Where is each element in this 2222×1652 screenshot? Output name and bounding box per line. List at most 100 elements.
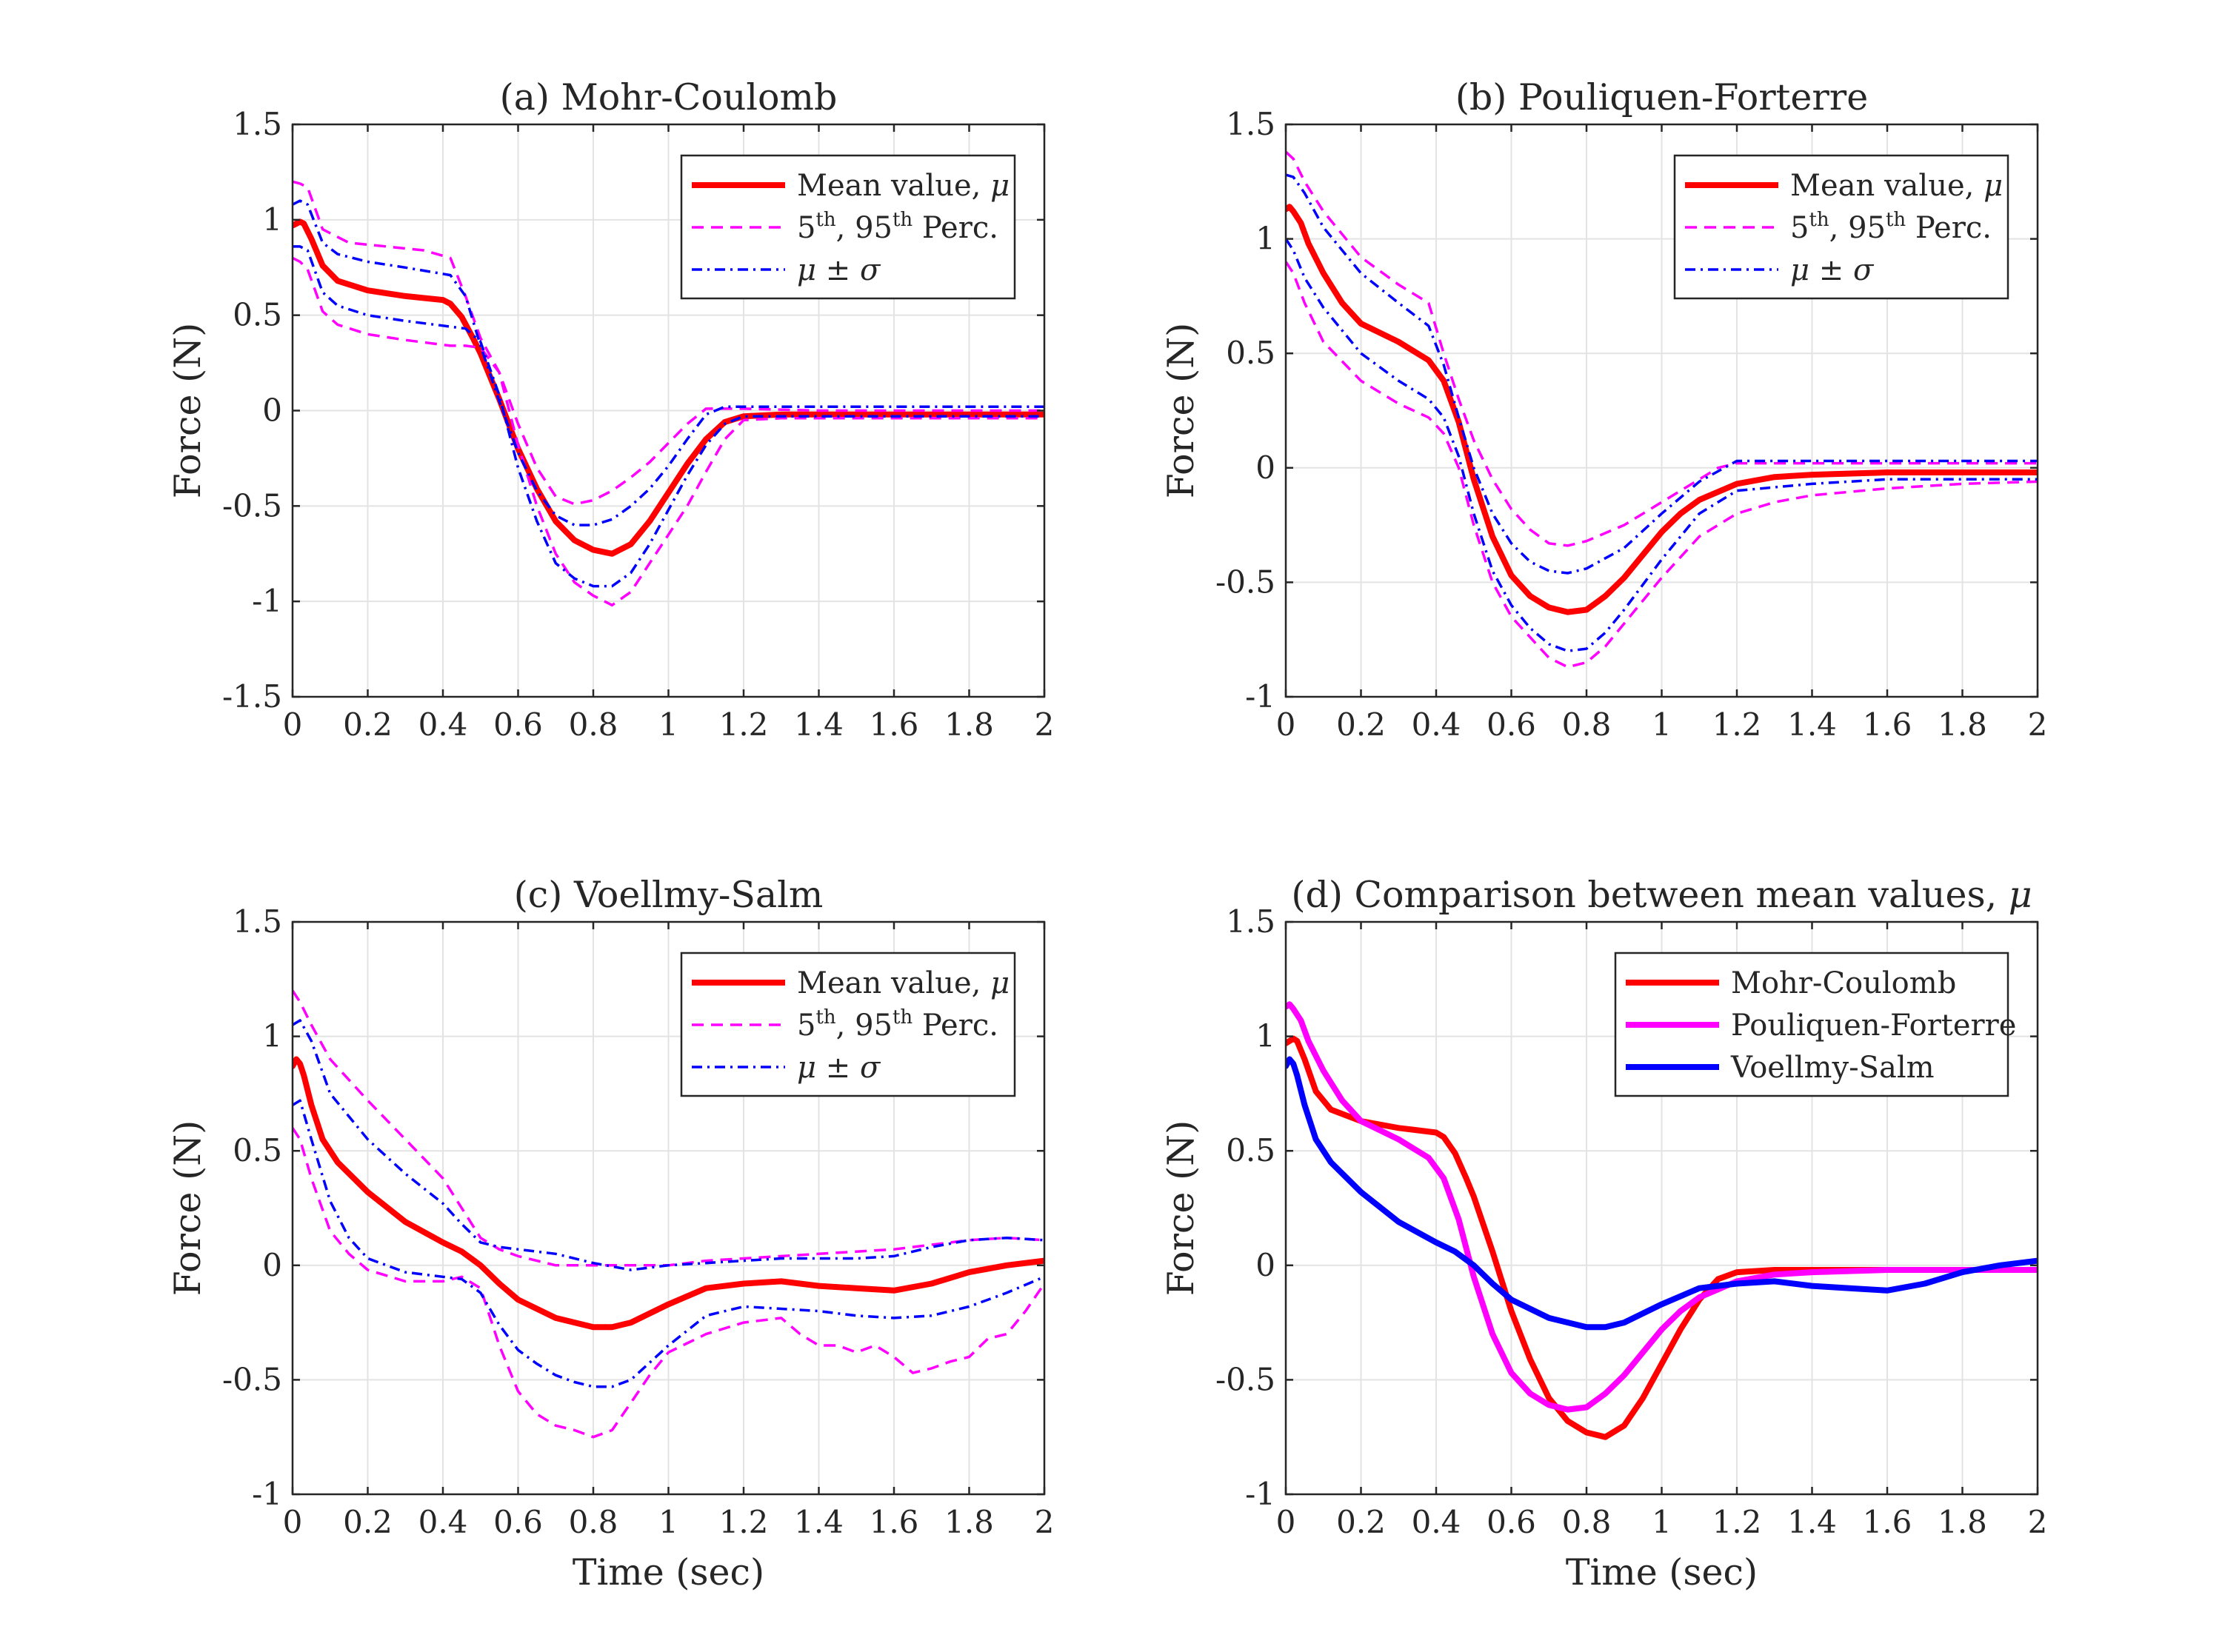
chart-title: (b) Pouliquen-Forterre — [1455, 76, 1868, 118]
series-line-3 — [1286, 261, 2038, 669]
x-tick-label: 1.4 — [794, 706, 844, 743]
x-tick-label: 1 — [658, 1504, 678, 1540]
x-tick-label: 1.2 — [1712, 706, 1762, 743]
y-axis-label: Force (N) — [167, 1120, 209, 1296]
series-line-2 — [1286, 150, 2038, 547]
y-tick-label: 1 — [1255, 1018, 1275, 1054]
x-tick-label: 0.6 — [493, 1504, 543, 1540]
legend-entry-1: Mean value, μ — [797, 966, 1010, 1000]
y-tick-label: -1 — [252, 583, 282, 619]
series-line-3 — [293, 256, 1044, 607]
series-line-4 — [293, 1019, 1044, 1271]
chart-panel-1: 0 0.2 0.4 0.6 0.8 1 1.2 1.4 1.6 1.8 2 -1.5 -1 -0.5 0 0.… — [167, 76, 1054, 743]
series-line-1 — [293, 1056, 1044, 1331]
y-tick-label: 1 — [1255, 221, 1275, 257]
x-tick-label: 2 — [2028, 1504, 2048, 1540]
series-line-1 — [293, 218, 1044, 557]
x-tick-label: 2 — [2028, 706, 2048, 743]
y-tick-label: -0.5 — [1215, 1361, 1275, 1397]
x-tick-label: 1.2 — [1712, 1504, 1762, 1540]
y-axis-label: Force (N) — [1160, 1120, 1202, 1296]
x-tick-label: 0 — [1276, 1504, 1296, 1540]
series-line-2 — [293, 989, 1044, 1267]
series-group — [1286, 1001, 2038, 1440]
x-tick-label: 0.8 — [1562, 1504, 1612, 1540]
x-tick-label: 0.2 — [1336, 706, 1386, 743]
legend-entry-1: Mean value, μ — [1790, 169, 2003, 203]
x-tick-label: 0.2 — [1336, 1504, 1386, 1540]
x-tick-label: 0.8 — [569, 1504, 618, 1540]
series-line-5 — [1286, 238, 2038, 652]
y-tick-label: 0 — [1255, 1247, 1275, 1283]
series-line-3 — [293, 1127, 1044, 1439]
y-tick-label: -0.5 — [222, 1361, 282, 1397]
x-tick-label: 2 — [1035, 706, 1055, 743]
legend: Mean value, μ 5th, 95th Perc. μ ± σ — [680, 154, 1016, 300]
x-tick-label: 1.6 — [1863, 1504, 1912, 1540]
y-tick-label: 0.5 — [233, 1132, 282, 1168]
series-line-3 — [1286, 1056, 2038, 1331]
y-tick-label: -1 — [1245, 1476, 1275, 1512]
y-tick-label: 0 — [1255, 449, 1275, 486]
y-tick-label: -1 — [252, 1476, 282, 1512]
x-tick-label: 0.8 — [569, 706, 618, 743]
x-tick-label: 1 — [1652, 706, 1672, 743]
chart-panel-3: 0 0.2 0.4 0.6 0.8 1 1.2 1.4 1.6 1.8 2 -1 -0.5 0 0.5 1 1.… — [167, 874, 1054, 1594]
x-tick-label: 0.6 — [1487, 1504, 1536, 1540]
series-group — [293, 989, 1044, 1439]
legend-entry-3: μ ± σ — [797, 253, 881, 287]
y-tick-label: 1.5 — [233, 903, 282, 940]
x-tick-label: 1.8 — [944, 706, 994, 743]
x-tick-label: 0.6 — [1487, 706, 1536, 743]
series-line-1 — [1286, 204, 2038, 615]
y-tick-label: 0.5 — [1226, 1132, 1275, 1168]
legend: Mohr-Coulomb Pouliquen-Forterre Voellmy-Sa… — [1614, 952, 2016, 1097]
y-tick-label: 0.5 — [1226, 335, 1275, 371]
x-tick-label: 1.2 — [719, 1504, 769, 1540]
y-tick-label: 1.5 — [233, 106, 282, 142]
x-tick-label: 1.2 — [719, 706, 769, 743]
series-line-4 — [293, 199, 1044, 526]
series-line-5 — [293, 1099, 1044, 1388]
y-tick-label: -1 — [1245, 678, 1275, 715]
y-tick-label: -0.5 — [1215, 564, 1275, 600]
x-tick-label: 1.6 — [1863, 706, 1912, 743]
x-tick-label: 1.6 — [870, 706, 919, 743]
chart-title: (d) Comparison between mean values, μ — [1291, 874, 2032, 916]
legend: Mean value, μ 5th, 95th Perc. μ ± σ — [680, 952, 1016, 1097]
series-group — [1286, 150, 2038, 669]
y-tick-label: 1.5 — [1226, 903, 1275, 940]
legend-entry-1: Mean value, μ — [797, 169, 1010, 203]
legend-entry-3: Voellmy-Salm — [1730, 1051, 1935, 1085]
x-tick-label: 0 — [1276, 706, 1296, 743]
x-tick-label: 0.6 — [493, 706, 543, 743]
chart-title: (a) Mohr-Coulomb — [500, 76, 838, 118]
series-group — [293, 180, 1044, 607]
x-axis-label: Time (sec) — [1566, 1551, 1758, 1594]
legend-entry-2: 5th, 95th Perc. — [797, 209, 998, 245]
y-tick-label: 1 — [262, 201, 282, 238]
series-line-4 — [1286, 173, 2038, 575]
x-tick-label: 1.4 — [794, 1504, 844, 1540]
series-line-2 — [293, 180, 1044, 506]
x-tick-label: 1.6 — [870, 1504, 919, 1540]
y-tick-label: 0 — [262, 392, 282, 429]
chart-panel-4: 0 0.2 0.4 0.6 0.8 1 1.2 1.4 1.6 1.8 2 -1 -0.5 0 0.5 1 1.… — [1160, 874, 2047, 1594]
y-tick-label: 0.5 — [233, 297, 282, 333]
x-tick-label: 0.4 — [418, 1504, 468, 1540]
y-tick-label: 0 — [262, 1247, 282, 1283]
x-tick-label: 0.2 — [343, 706, 393, 743]
y-axis-label: Force (N) — [1160, 323, 1202, 498]
legend: Mean value, μ 5th, 95th Perc. μ ± σ — [1673, 154, 2009, 300]
x-tick-label: 1.8 — [944, 1504, 994, 1540]
legend-entry-2: Pouliquen-Forterre — [1731, 1009, 2016, 1043]
x-tick-label: 0.4 — [1412, 1504, 1461, 1540]
legend-entry-2: 5th, 95th Perc. — [797, 1006, 998, 1043]
y-tick-label: 1.5 — [1226, 106, 1275, 142]
x-tick-label: 1.4 — [1787, 706, 1837, 743]
legend-entry-3: μ ± σ — [797, 1051, 881, 1085]
y-tick-label: -1.5 — [222, 678, 282, 715]
x-tick-label: 1.8 — [1938, 1504, 1987, 1540]
x-tick-label: 0 — [283, 1504, 303, 1540]
